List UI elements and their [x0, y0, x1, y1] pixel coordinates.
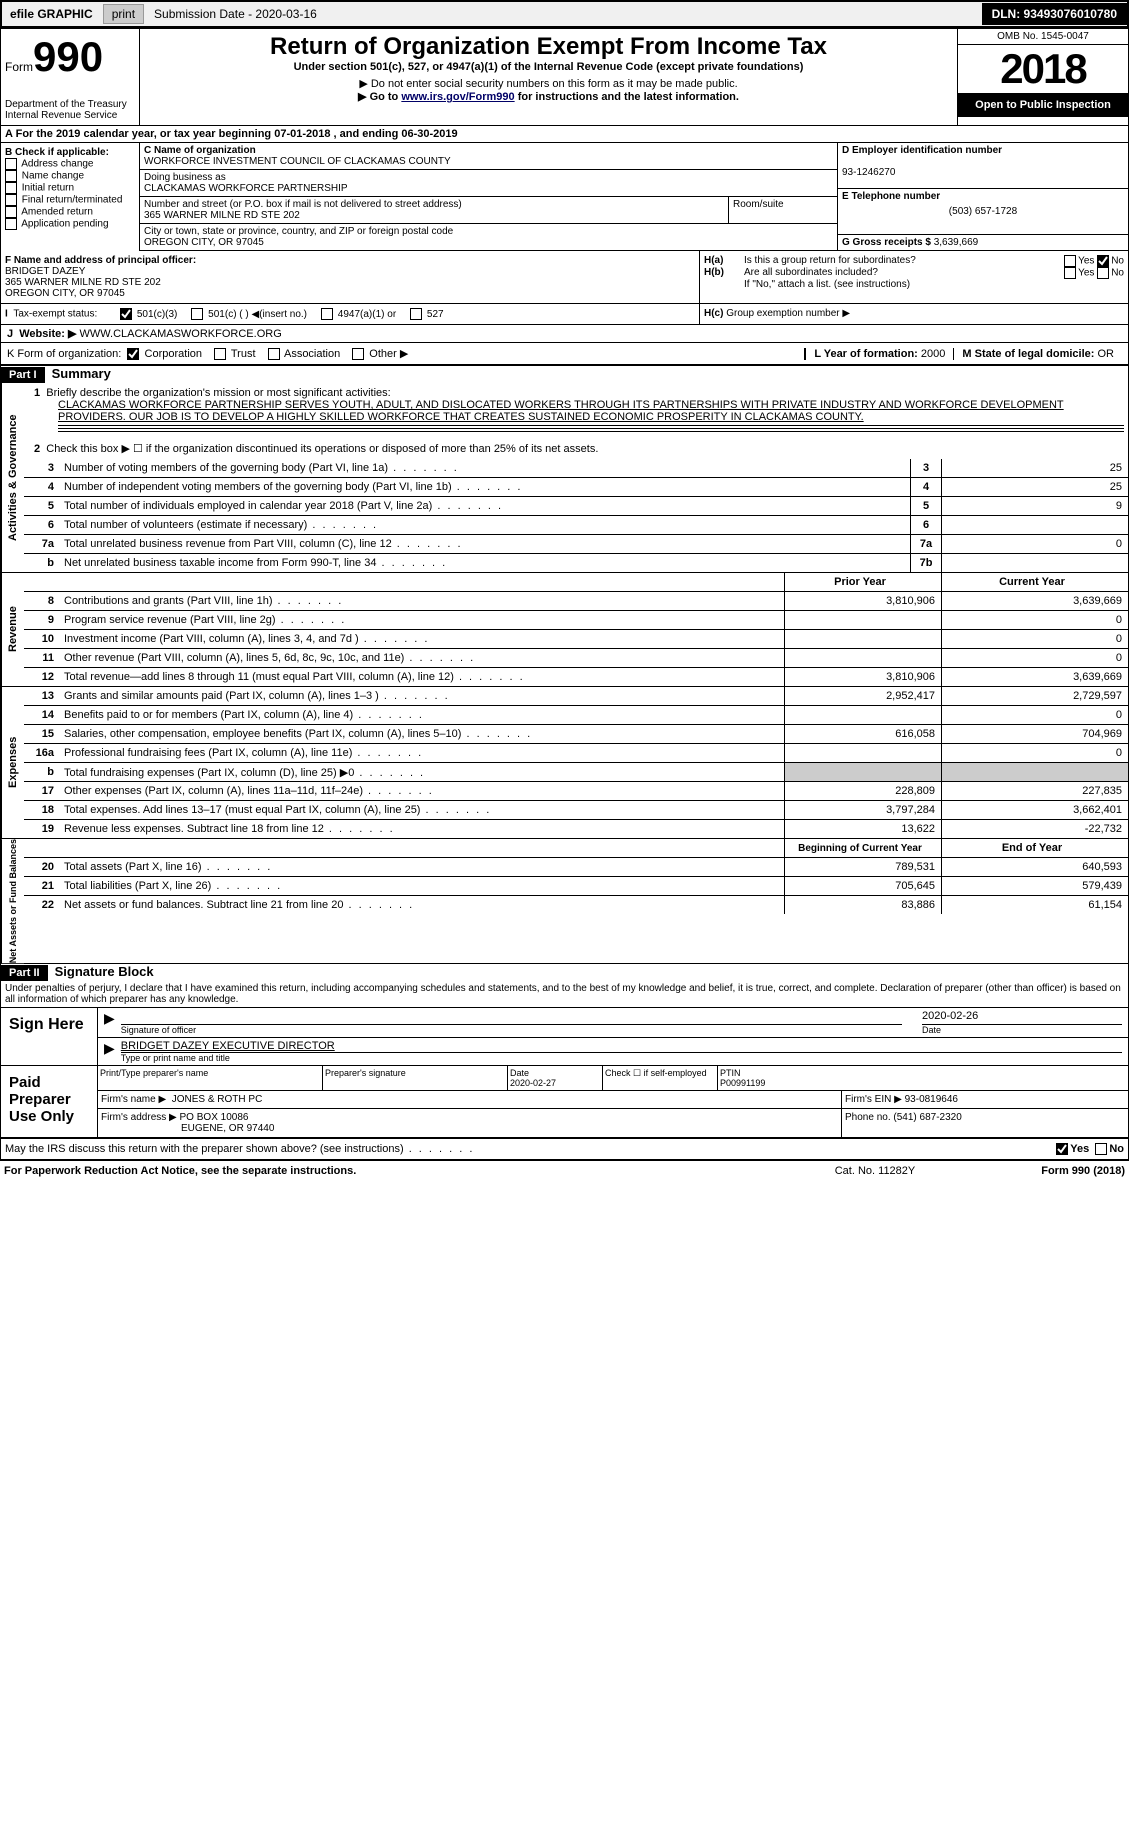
paid-preparer-label: Paid Preparer Use Only [1, 1066, 98, 1137]
top-toolbar: efile GRAPHIC print Submission Date - 20… [0, 0, 1129, 28]
activities-governance-label: Activities & Governance [1, 383, 24, 572]
efile-label: efile GRAPHIC [2, 3, 101, 25]
irs-link[interactable]: www.irs.gov/Form990 [401, 91, 514, 103]
dba: CLACKAMAS WORKFORCE PARTNERSHIP [144, 183, 348, 194]
officer-sig-name: BRIDGET DAZEY EXECUTIVE DIRECTOR [121, 1040, 1122, 1053]
firm-ein: 93-0819646 [905, 1094, 958, 1105]
phone: (503) 657-1728 [842, 206, 1124, 217]
open-public: Open to Public Inspection [958, 93, 1128, 117]
firm-phone: (541) 687-2320 [893, 1112, 961, 1123]
tax-year: 2018 [958, 45, 1128, 93]
ein: 93-1246270 [842, 167, 895, 178]
net-assets-label: Net Assets or Fund Balances [1, 839, 24, 963]
b-label: B Check if applicable: [5, 147, 135, 158]
goto-line: ▶ Go to www.irs.gov/Form990 for instruct… [144, 90, 953, 103]
part2-title: Signature Block [55, 964, 154, 979]
part1-label: Part I [1, 367, 45, 383]
form-word: Form [5, 60, 33, 74]
city: OREGON CITY, OR 97045 [144, 237, 264, 248]
cat-no: Cat. No. 11282Y [775, 1165, 975, 1177]
header-block: B Check if applicable: Address change Na… [0, 143, 1129, 251]
expenses-label: Expenses [1, 687, 24, 838]
org-name: WORKFORCE INVESTMENT COUNCIL OF CLACKAMA… [144, 156, 451, 167]
tax-year-line: A For the 2019 calendar year, or tax yea… [0, 126, 1129, 143]
part1-title: Summary [52, 366, 111, 381]
paperwork-notice: For Paperwork Reduction Act Notice, see … [4, 1165, 775, 1177]
form-number: 990 [33, 33, 103, 80]
submission-date: Submission Date - 2020-03-16 [146, 3, 325, 25]
revenue-label: Revenue [1, 573, 24, 686]
no-ssn-note: ▶ Do not enter social security numbers o… [144, 77, 953, 90]
department: Department of the Treasury Internal Reve… [5, 99, 135, 121]
firm-name: JONES & ROTH PC [172, 1094, 263, 1105]
officer-name: BRIDGET DAZEY [5, 266, 85, 277]
address: 365 WARNER MILNE RD STE 202 [144, 210, 300, 221]
ptin: P00991199 [720, 1078, 765, 1088]
form-subtitle: Under section 501(c), 527, or 4947(a)(1)… [144, 61, 953, 73]
dln-label: DLN: 93493076010780 [982, 3, 1127, 25]
print-button[interactable]: print [103, 4, 144, 24]
omb-number: OMB No. 1545-0047 [958, 29, 1128, 45]
gross-receipts: 3,639,669 [934, 237, 979, 248]
perjury-statement: Under penalties of perjury, I declare th… [0, 981, 1129, 1008]
form-title: Return of Organization Exempt From Incom… [144, 33, 953, 61]
website: WWW.CLACKAMASWORKFORCE.ORG [79, 328, 281, 340]
form-footer: Form 990 (2018) [975, 1165, 1125, 1177]
mission: CLACKAMAS WORKFORCE PARTNERSHIP SERVES Y… [58, 399, 1124, 423]
form-header: Form990 Department of the Treasury Inter… [0, 28, 1129, 126]
part2-label: Part II [1, 965, 48, 981]
sign-here-label: Sign Here [1, 1008, 98, 1065]
